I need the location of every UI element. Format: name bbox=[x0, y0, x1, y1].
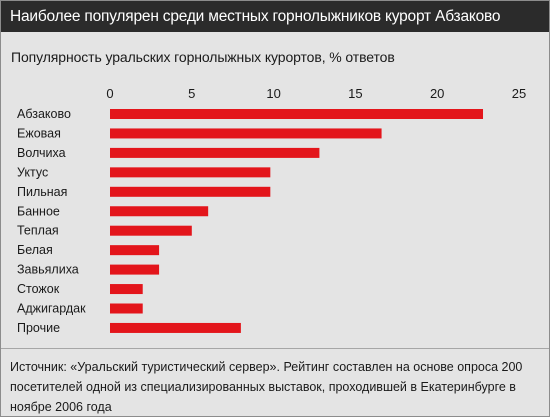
source-note: Источник: «Уральский туристический серве… bbox=[10, 360, 523, 414]
category-label: Волчиха bbox=[17, 146, 66, 160]
bar bbox=[110, 225, 192, 236]
bar bbox=[110, 284, 143, 295]
bar bbox=[110, 264, 160, 275]
bar bbox=[110, 167, 271, 178]
x-tick-label: 15 bbox=[348, 86, 362, 101]
category-label: Ежовая bbox=[17, 126, 61, 140]
bar bbox=[110, 303, 143, 314]
bar bbox=[110, 322, 241, 333]
category-label: Белая bbox=[17, 243, 53, 257]
x-tick-label: 0 bbox=[106, 86, 113, 101]
bar bbox=[110, 147, 320, 158]
category-label: Прочие bbox=[17, 321, 60, 335]
x-tick-label: 20 bbox=[430, 86, 444, 101]
bar bbox=[110, 186, 271, 197]
bar bbox=[110, 128, 382, 139]
bar bbox=[110, 245, 160, 256]
category-label: Уктус bbox=[17, 165, 48, 179]
bar bbox=[110, 109, 484, 119]
category-label: Аджигардак bbox=[17, 302, 86, 316]
chart-headline: Наиболее популярен среди местных горнолы… bbox=[1, 1, 549, 32]
source-divider bbox=[1, 348, 549, 349]
chart-subtitle: Популярность уральских горнолыжных курор… bbox=[11, 49, 395, 65]
category-label: Абзаково bbox=[17, 107, 71, 121]
bar bbox=[110, 206, 209, 217]
category-label: Пильная bbox=[17, 185, 67, 199]
category-label: Теплая bbox=[17, 224, 59, 238]
x-tick-label: 5 bbox=[188, 86, 195, 101]
x-tick-label: 25 bbox=[512, 86, 526, 101]
category-label: Банное bbox=[17, 204, 60, 218]
category-label: Стожок bbox=[17, 282, 60, 296]
x-tick-label: 10 bbox=[266, 86, 280, 101]
category-label: Завьялиха bbox=[17, 263, 79, 277]
